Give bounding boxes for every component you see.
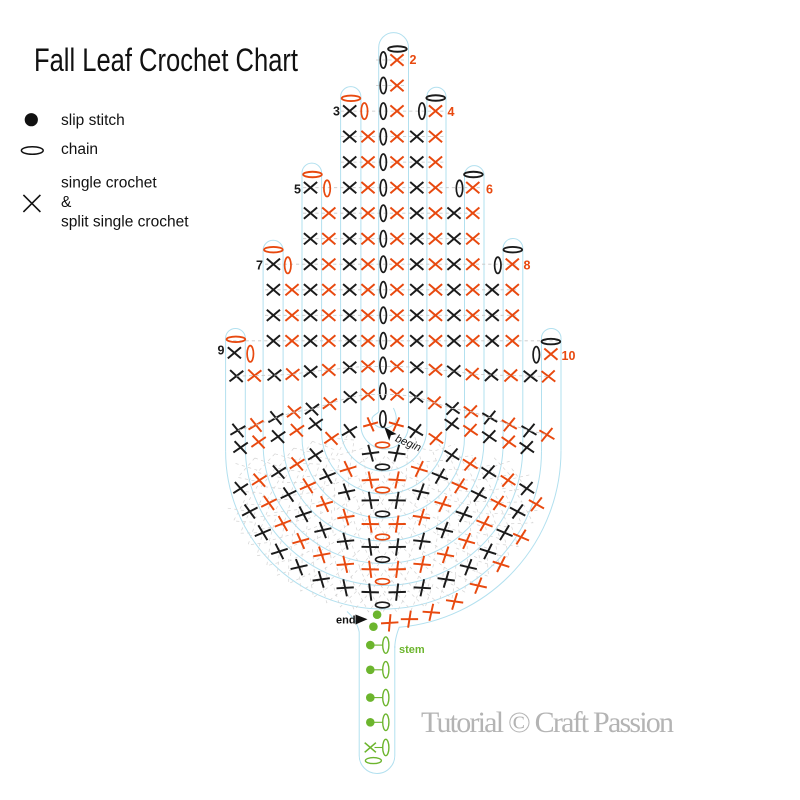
svg-text:slip stitch: slip stitch	[61, 112, 125, 129]
svg-text:split single crochet: split single crochet	[61, 214, 189, 231]
svg-text:8: 8	[524, 258, 531, 272]
svg-text:9: 9	[218, 344, 225, 358]
svg-text:5: 5	[294, 183, 301, 197]
svg-text:single crochet: single crochet	[61, 174, 157, 191]
svg-text:3: 3	[333, 105, 340, 119]
svg-text:10: 10	[562, 349, 576, 363]
svg-text:4: 4	[448, 105, 455, 119]
svg-text:&: &	[61, 194, 72, 211]
svg-text:Fall Leaf Crochet Chart: Fall Leaf Crochet Chart	[34, 42, 298, 78]
svg-text:chain: chain	[61, 141, 98, 158]
svg-text:7: 7	[256, 258, 263, 272]
svg-text:Tutorial © Craft Passion: Tutorial © Craft Passion	[421, 706, 674, 739]
svg-text:end: end	[336, 615, 356, 627]
svg-text:6: 6	[486, 183, 493, 197]
svg-text:2: 2	[410, 53, 417, 67]
svg-text:stem: stem	[399, 644, 425, 656]
